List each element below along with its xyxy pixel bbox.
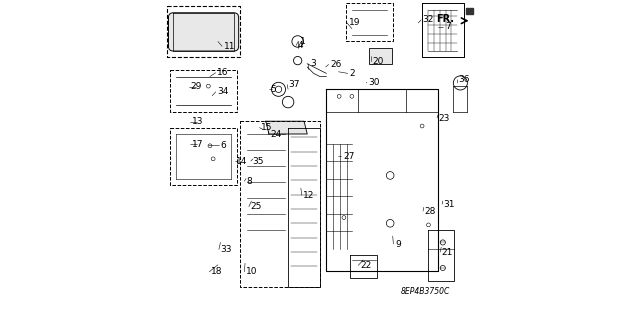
Text: 34: 34	[218, 87, 228, 96]
Text: 32: 32	[422, 15, 434, 24]
Text: 2: 2	[349, 69, 355, 78]
Text: 31: 31	[444, 200, 455, 209]
Text: 28: 28	[424, 207, 436, 216]
Text: 13: 13	[192, 117, 204, 126]
Text: 37: 37	[289, 80, 300, 89]
Text: 9: 9	[395, 240, 401, 249]
Text: 7: 7	[445, 22, 451, 31]
Text: 3: 3	[310, 59, 316, 68]
Text: 18: 18	[211, 267, 223, 276]
Text: 33: 33	[220, 245, 232, 254]
Polygon shape	[266, 121, 307, 134]
Text: 27: 27	[343, 152, 355, 161]
Text: 30: 30	[369, 78, 380, 87]
Text: 26: 26	[330, 60, 342, 69]
Text: 20: 20	[372, 57, 384, 66]
Text: 8: 8	[246, 177, 252, 186]
Text: 24: 24	[271, 130, 282, 139]
Text: 17: 17	[192, 140, 204, 149]
Text: 12: 12	[303, 191, 315, 200]
Text: 8EP4B3750C: 8EP4B3750C	[401, 287, 450, 296]
Text: 35: 35	[252, 157, 264, 166]
Text: 14: 14	[236, 157, 248, 166]
Bar	[369, 48, 392, 64]
Text: 6: 6	[220, 141, 226, 150]
Text: 16: 16	[218, 68, 228, 77]
Text: 4: 4	[298, 41, 303, 50]
Polygon shape	[466, 8, 473, 14]
Text: 15: 15	[261, 123, 273, 132]
Text: 36: 36	[459, 75, 470, 84]
Text: 29: 29	[191, 82, 202, 91]
Text: 1: 1	[300, 37, 306, 46]
Text: 5: 5	[271, 85, 276, 94]
FancyBboxPatch shape	[168, 13, 239, 51]
Text: 22: 22	[360, 261, 371, 270]
Text: 23: 23	[438, 114, 450, 122]
Text: 10: 10	[246, 267, 257, 276]
Text: FR.: FR.	[436, 14, 454, 24]
Text: 19: 19	[349, 19, 360, 27]
Text: 11: 11	[223, 42, 235, 51]
Text: 21: 21	[442, 248, 453, 256]
Text: 25: 25	[250, 202, 262, 211]
